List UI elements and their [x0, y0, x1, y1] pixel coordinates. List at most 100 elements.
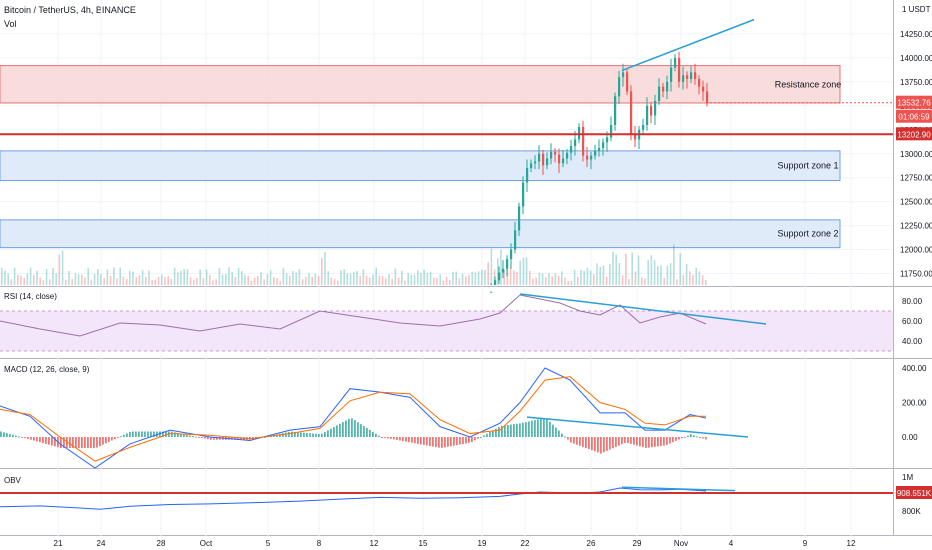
volume-bar [241, 271, 243, 285]
volume-bar [596, 263, 598, 285]
macd-hist-bar [216, 437, 218, 440]
volume-bar [23, 277, 25, 285]
macd-hist-bar [78, 437, 80, 449]
macd-hist-bar [546, 418, 548, 437]
volume-bar [481, 269, 483, 285]
macd-hist-bar [423, 437, 425, 445]
macd-hist-bar [375, 433, 377, 437]
macd-hist-bar [396, 437, 398, 440]
volume-bar [413, 274, 416, 285]
candle-body [518, 206, 521, 231]
candle-body [674, 57, 677, 68]
macd-hist-bar [459, 437, 461, 445]
volume-bar [401, 270, 403, 285]
volume-bar [497, 258, 499, 285]
time-tick-label: 4 [729, 539, 734, 548]
volume-bar [135, 277, 137, 285]
volume-bar [113, 267, 115, 285]
volume-bar [58, 254, 61, 285]
macd-hist-bar [369, 429, 371, 437]
macd-hist-bar [456, 437, 458, 446]
macd-hist-bar [501, 425, 503, 437]
macd-hist-bar [69, 437, 71, 449]
macd-hist-bar [462, 437, 464, 444]
macd-hist-bar [48, 437, 50, 445]
macd-hist-bar [99, 437, 101, 447]
volume-bar [705, 279, 707, 285]
candles [490, 51, 709, 293]
price-trendline [621, 18, 755, 72]
volume-bar [634, 271, 637, 285]
price-tick-label: 12750.00 [900, 174, 932, 183]
resistance-zone-label: Resistance zone [775, 79, 842, 89]
volume-bar [593, 274, 595, 285]
macd-hist-bar [21, 437, 23, 438]
macd-hist-bar [558, 430, 560, 437]
macd-hist-bar [357, 422, 359, 437]
macd-hist-bar [426, 437, 428, 446]
macd-hist-bar [504, 425, 506, 437]
candle-body [662, 86, 665, 92]
macd-hist-bar [534, 420, 536, 437]
macd-hist-bar [624, 437, 626, 443]
macd-hist-bar [627, 437, 629, 444]
volume-bar [650, 255, 653, 285]
volume-bar [324, 251, 326, 285]
volume-bar [599, 267, 601, 285]
candle-body [606, 137, 609, 143]
candle-body [618, 77, 621, 97]
macd-hist-bar [321, 433, 323, 437]
macd-hist-bar [525, 422, 527, 437]
price-tick-label: 14250.00 [900, 30, 932, 39]
candle-body [550, 151, 553, 159]
macd-tick-label: 400.00 [902, 364, 927, 373]
volume-bar [148, 270, 150, 285]
volume-bar [145, 277, 147, 285]
candle-body [490, 291, 493, 293]
macd-hist-bar [147, 431, 149, 437]
volume-bar [314, 273, 317, 285]
volume-bar [391, 278, 393, 285]
macd-hist-bar [354, 420, 356, 437]
macd-hist-bar [282, 433, 284, 437]
macd-hist-bar [30, 437, 32, 440]
volume-bar [541, 273, 544, 285]
volume-bar [689, 271, 691, 285]
obv-trendline [621, 486, 736, 492]
volume-bar [682, 274, 685, 285]
candle-body [542, 153, 545, 166]
macd-hist-bar [291, 431, 293, 437]
volume-bar [653, 259, 656, 285]
volume-bar [378, 275, 381, 285]
volume-bar [167, 276, 169, 285]
volume-bar [295, 272, 297, 285]
candle-body [666, 81, 669, 92]
volume-bar [628, 279, 630, 285]
macd-histogram [0, 418, 707, 454]
volume-bar [484, 269, 486, 285]
volume-bar [237, 267, 240, 285]
macd-hist-bar [264, 436, 266, 438]
obv-label: OBV [4, 476, 22, 485]
macd-hist-bar [345, 420, 347, 437]
macd-hist-bar [507, 424, 509, 437]
volume-bar [372, 274, 374, 285]
volume-bar [74, 273, 77, 285]
volume-bar [103, 278, 105, 285]
macd-hist-bar [300, 432, 302, 437]
volume-bar [417, 270, 419, 285]
time-tick-label: 21 [54, 539, 63, 548]
macd-hist-bar [297, 432, 299, 437]
macd-hist-bar [96, 437, 98, 448]
time-tick-label: 15 [419, 539, 428, 548]
volume-bar [602, 265, 605, 285]
volume-bar [209, 275, 211, 285]
volume-bar [404, 280, 406, 285]
volume-bar [292, 271, 294, 285]
macd-hist-bar [90, 437, 92, 449]
macd-hist-bar [309, 433, 311, 437]
macd-hist-bar [114, 437, 116, 440]
macd-hist-bar [126, 433, 128, 437]
macd-hist-bar [411, 437, 413, 443]
